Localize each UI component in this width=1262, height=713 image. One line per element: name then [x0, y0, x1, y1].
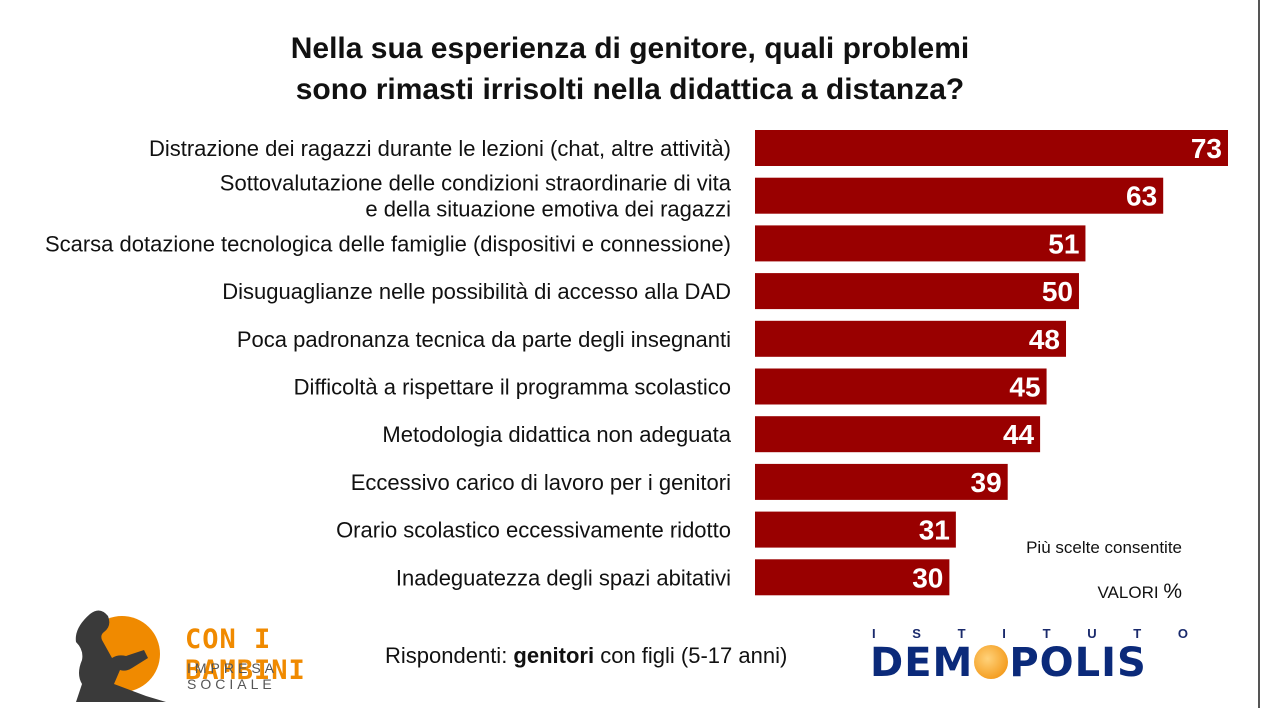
bar-1 [755, 130, 1228, 166]
value-label-2: 63 [1126, 181, 1157, 212]
respondents-note: Rispondenti: genitori con figli (5-17 an… [385, 643, 787, 669]
value-label-10: 30 [912, 562, 943, 593]
percent-sign: % [1163, 580, 1182, 603]
bar-6 [755, 368, 1047, 405]
child-reading-icon [75, 610, 166, 702]
globe-o-icon [974, 645, 1009, 679]
value-label-4: 50 [1042, 276, 1073, 307]
values-unit-note: VALORI % [1097, 580, 1182, 604]
value-label-6: 45 [1009, 372, 1040, 403]
chart-title-line1: Nella sua esperienza di genitore, quali … [290, 32, 970, 65]
value-label-1: 73 [1191, 133, 1222, 164]
con-i-bambini-text: CON I BAMBINI [185, 624, 306, 686]
category-label-6: Difficoltà a rispettare il programma sco… [294, 375, 731, 400]
category-label-8: Eccessivo carico di lavoro per i genitor… [351, 470, 731, 495]
respondents-prefix: Rispondenti: [385, 643, 514, 668]
value-label-5: 48 [1029, 324, 1060, 355]
value-label-3: 51 [1048, 228, 1079, 259]
right-border-line [1258, 0, 1260, 708]
multiple-choice-note: Più scelte consentite [1026, 538, 1182, 557]
category-label-2-line2: e della situazione emotiva dei ragazzi [365, 197, 731, 222]
values-label: VALORI [1097, 583, 1159, 602]
demopolis-wordmark: DEM POLIS [870, 640, 1147, 686]
bar-10 [755, 559, 950, 596]
demopolis-logo: I S T I T U T O DEM POLIS [870, 626, 1200, 686]
respondents-bold: genitori [513, 643, 595, 668]
category-label-5: Poca padronanza tecnica da parte degli i… [237, 327, 731, 352]
bar-8 [755, 463, 1008, 500]
category-label-9: Orario scolastico eccessivamente ridotto [336, 518, 731, 543]
category-label-3: Scarsa dotazione tecnologica delle famig… [45, 231, 731, 256]
category-label-1: Distrazione dei ragazzi durante le lezio… [149, 136, 731, 161]
chart-title: Nella sua esperienza di genitore, quali … [130, 28, 1130, 110]
respondents-suffix: con figli (5-17 anni) [594, 643, 788, 668]
category-label-7: Metodologia didattica non adeguata [382, 422, 731, 447]
bar-4 [755, 273, 1079, 310]
bar-9 [755, 511, 956, 548]
value-label-8: 39 [971, 467, 1002, 498]
istituto-text: I S T I T U T O [872, 626, 1188, 641]
value-label-9: 31 [919, 515, 950, 546]
bar-5 [755, 320, 1067, 357]
bar-3 [755, 225, 1086, 262]
con-i-bambini-logo: CON I BAMBINI IMPRESA SOCIALE [62, 604, 362, 708]
category-label-2-line1: Sottovalutazione delle condizioni straor… [220, 171, 732, 196]
category-label-4: Disuguaglianze nelle possibilità di acce… [222, 279, 731, 304]
bar-2 [755, 177, 1164, 214]
chart-title-line2: sono rimasti irrisolti nella didattica a… [295, 73, 965, 106]
impresa-sociale-text: IMPRESA SOCIALE [187, 660, 278, 692]
category-label-10: Inadeguatezza degli spazi abitativi [396, 565, 731, 590]
value-label-7: 44 [1003, 419, 1035, 450]
bar-7 [755, 416, 1041, 453]
